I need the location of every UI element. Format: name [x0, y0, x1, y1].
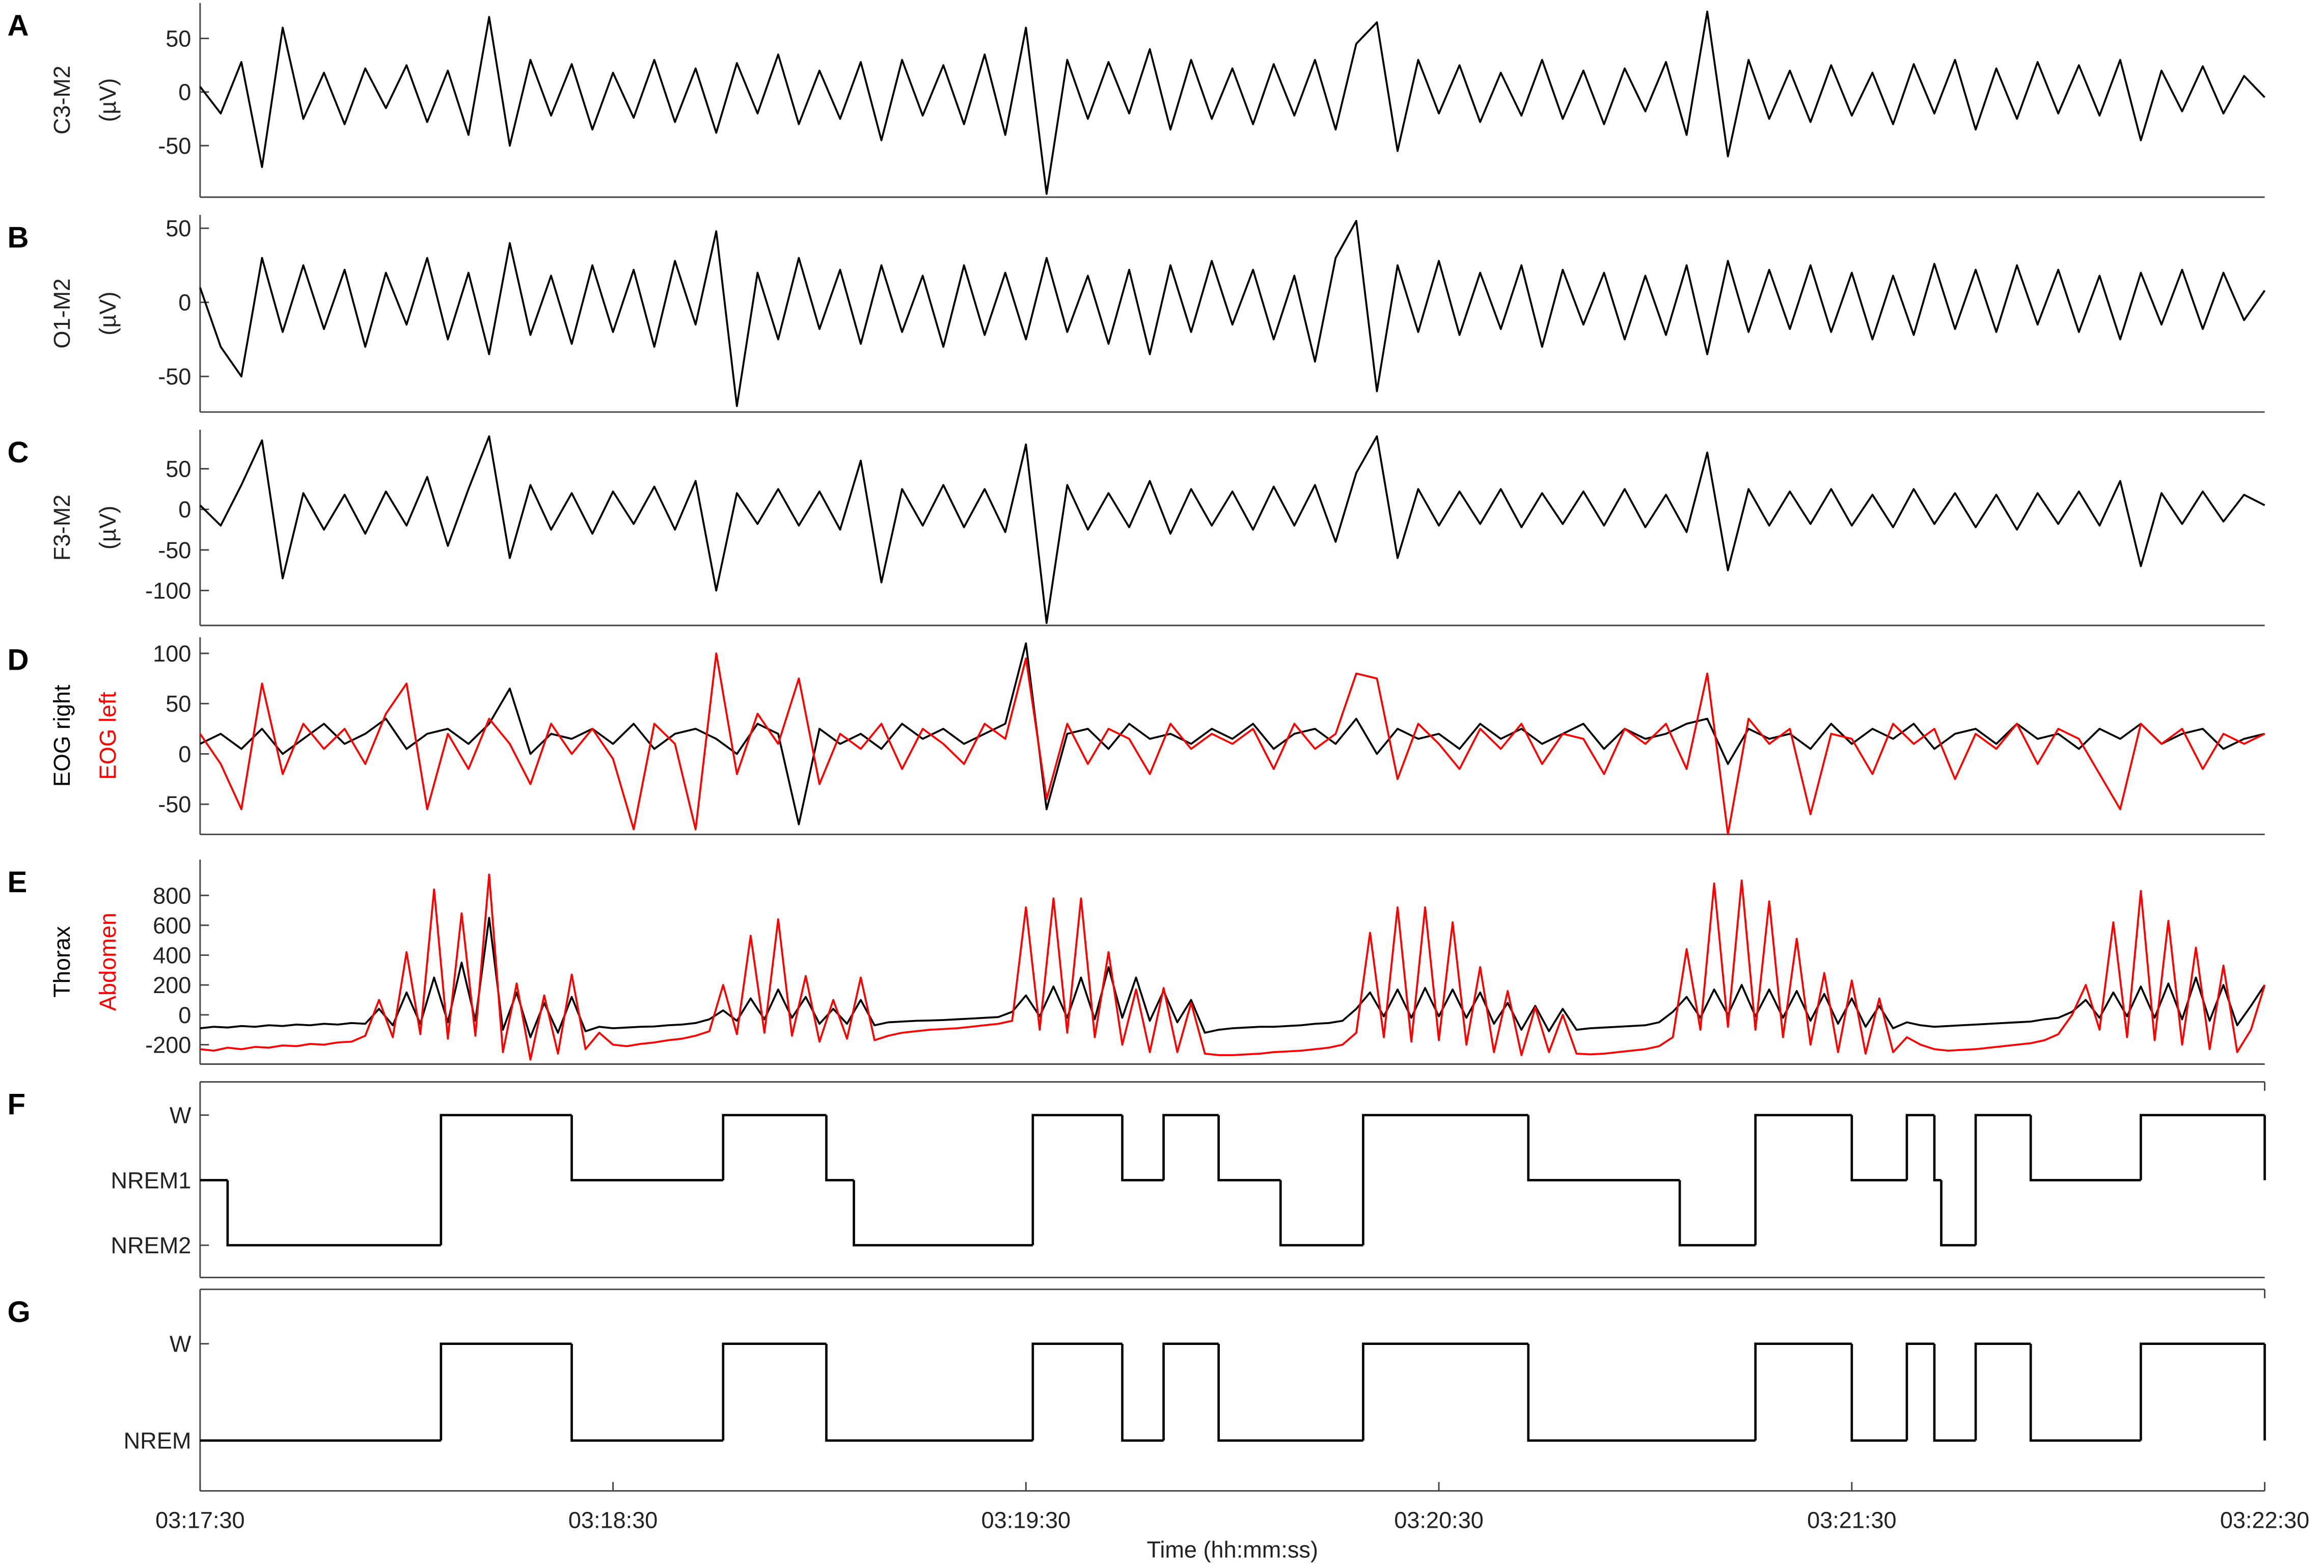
y-tick-label: 50: [166, 456, 191, 482]
stage-step: [722, 1342, 827, 1441]
stage-step: [2140, 1342, 2265, 1441]
stage-step: [1905, 1342, 1934, 1441]
panel-letter: B: [8, 221, 29, 254]
y-tick-label: 50: [166, 25, 191, 51]
stage-step: [1031, 1114, 1123, 1246]
y-tick-label: 0: [178, 497, 191, 522]
signal-trace: [199, 10, 2265, 195]
stage-step: [1217, 1115, 1281, 1181]
stage-step: [1162, 1114, 1219, 1180]
stage-step: [440, 1342, 572, 1441]
panel-letter: G: [8, 1296, 31, 1329]
y-tick-label: 0: [178, 1002, 191, 1028]
signal-trace: [200, 917, 2266, 1038]
y-tick-label: 200: [153, 972, 191, 998]
stage-step: [1031, 1342, 1123, 1441]
panel-letter: E: [8, 866, 28, 899]
stage-step: [1121, 1343, 1164, 1442]
y-tick-label: 50: [166, 215, 191, 241]
y-tick-label: -100: [145, 578, 191, 604]
y-axis-unit: (µV): [95, 78, 121, 122]
stage-step: [1754, 1114, 1852, 1246]
stage-step: [1754, 1342, 1852, 1441]
signal-trace: [199, 219, 2266, 407]
y-axis-label: O1-M2: [49, 279, 75, 349]
stage-step: [1974, 1114, 2031, 1246]
stage-step: [2029, 1115, 2141, 1181]
x-tick-label: 03:20:30: [1394, 1507, 1484, 1533]
series-label: EOG left: [95, 692, 121, 780]
stage-step: [722, 1114, 827, 1180]
stage-step: [1527, 1115, 1680, 1181]
stage-step: [570, 1343, 723, 1442]
y-axis-label: C3-M2: [49, 66, 75, 134]
y-tick-label: W: [170, 1331, 192, 1357]
series-label: Abdomen: [95, 913, 121, 1011]
stage-step: [2140, 1114, 2265, 1180]
signal-trace: [199, 652, 2265, 836]
stage-step: [1850, 1343, 1907, 1442]
y-tick-label: 600: [153, 913, 191, 939]
stage-step: [825, 1115, 854, 1181]
y-tick-label: 50: [166, 691, 191, 717]
y-tick-label: NREM1: [111, 1167, 192, 1193]
stage-step: [226, 1180, 441, 1247]
y-tick-label: 800: [153, 883, 191, 909]
y-tick-label: 0: [178, 741, 191, 767]
signal-trace: [200, 642, 2265, 826]
y-tick-label: -50: [158, 791, 191, 817]
series-label: EOG right: [49, 684, 75, 787]
stage-step: [1678, 1180, 1756, 1247]
stage-step: [825, 1343, 1033, 1442]
y-tick-label: 0: [178, 290, 191, 316]
stage-step: [1217, 1343, 1363, 1442]
y-tick-label: NREM2: [111, 1232, 192, 1258]
stage-step: [1905, 1114, 1934, 1180]
y-tick-label: W: [170, 1103, 192, 1129]
y-axis-label: F3-M2: [49, 494, 75, 561]
x-tick-label: 03:22:30: [2220, 1507, 2310, 1533]
panel-letter: F: [8, 1088, 26, 1121]
panel-letter: C: [8, 436, 29, 469]
x-tick-label: 03:17:30: [155, 1507, 245, 1533]
stage-step: [1940, 1180, 1976, 1247]
x-tick-label: 03:21:30: [1807, 1507, 1897, 1533]
y-axis-unit: (µV): [95, 292, 121, 336]
stage-step: [1362, 1114, 1528, 1246]
x-tick-label: 03:19:30: [981, 1507, 1071, 1533]
x-axis-label: Time (hh:mm:ss): [1146, 1537, 1318, 1563]
x-tick-label: 03:18:30: [568, 1507, 658, 1533]
y-tick-label: NREM: [124, 1428, 192, 1454]
stage-step: [1850, 1115, 1907, 1181]
signal-trace: [199, 435, 2265, 624]
stage-step: [1162, 1342, 1219, 1441]
stage-step: [1362, 1342, 1528, 1441]
y-axis-unit: (µV): [95, 506, 121, 549]
y-tick-label: -50: [158, 364, 191, 390]
y-tick-label: 400: [153, 943, 191, 969]
series-label: Thorax: [49, 926, 75, 998]
y-tick-label: -200: [145, 1032, 191, 1058]
stage-step: [1974, 1342, 2031, 1441]
panel-letter: D: [8, 643, 29, 676]
y-tick-label: 0: [178, 79, 191, 105]
y-tick-label: 100: [153, 641, 191, 667]
stage-step: [570, 1115, 723, 1181]
stage-step: [1121, 1115, 1164, 1181]
panel-letter: A: [8, 9, 29, 42]
y-tick-label: -50: [158, 537, 191, 563]
stage-step: [440, 1114, 572, 1246]
stage-step: [1933, 1115, 1942, 1181]
stage-step: [2029, 1343, 2141, 1442]
signal-trace: [200, 873, 2266, 1061]
stage-step: [1279, 1180, 1363, 1247]
y-tick-label: -50: [158, 133, 191, 159]
stage-step: [1933, 1343, 1976, 1442]
stage-step: [853, 1180, 1033, 1247]
stage-step: [1527, 1343, 1756, 1442]
